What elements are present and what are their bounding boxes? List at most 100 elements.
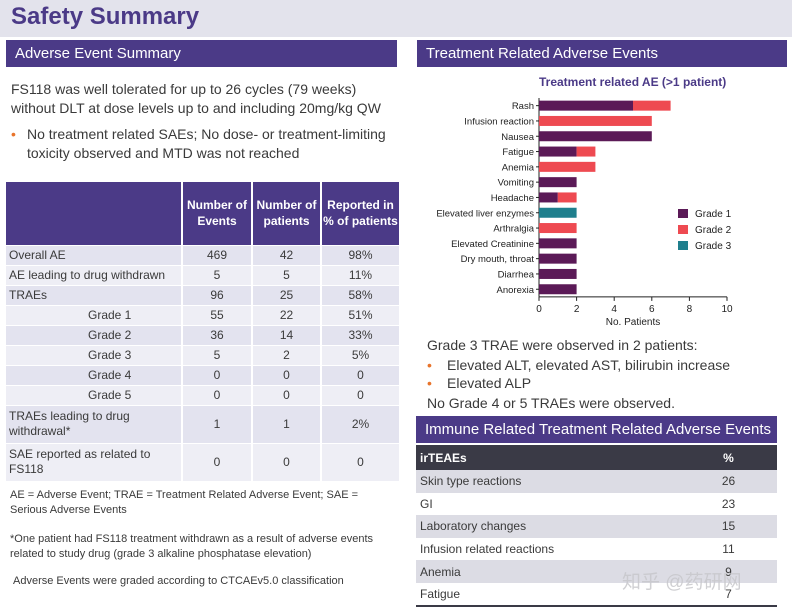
grade3-intro: Grade 3 TRAE were observed in 2 patients… xyxy=(427,337,698,353)
no-grade45-text: No Grade 4 or 5 TRAEs were observed. xyxy=(427,395,675,411)
ir-row-label: Laboratory changes xyxy=(416,515,676,538)
table-row: TRAEs leading to drug withdrawal* 1 1 2% xyxy=(6,404,399,443)
category-label: Anemia xyxy=(502,162,535,173)
row-patients: 0 xyxy=(251,384,321,405)
x-tick-label: 10 xyxy=(721,304,733,315)
bar-grade-2 xyxy=(539,223,577,234)
row-events: 0 xyxy=(181,384,252,405)
ir-row-label: Infusion related reactions xyxy=(416,537,676,561)
table-header-row: Number of Events Number of patients Repo… xyxy=(6,182,399,245)
row-patients: 14 xyxy=(251,324,321,345)
bar-grade-1 xyxy=(539,192,558,203)
ir-row-label: Fatigue xyxy=(416,582,676,606)
row-label: Grade 2 xyxy=(6,324,182,345)
row-events: 0 xyxy=(181,442,252,481)
category-label: Diarrhea xyxy=(498,269,535,280)
row-patients: 42 xyxy=(251,244,321,265)
intro-text: FS118 was well tolerated for up to 26 cy… xyxy=(11,81,381,116)
table-row: Laboratory changes 15 xyxy=(416,515,777,538)
table-row: GI 23 xyxy=(416,492,777,516)
grade3-bullet: • Elevated ALT, elevated AST, bilirubin … xyxy=(427,357,730,373)
row-patients: 25 xyxy=(251,284,321,305)
category-label: Dry mouth, throat xyxy=(461,254,535,265)
bullet-dot-icon: • xyxy=(427,375,432,391)
row-events: 0 xyxy=(181,364,252,385)
trae-bar-chart: Rash Infusion reaction Nausea Fatigue Anemia… xyxy=(436,98,733,328)
bar-grade-1 xyxy=(539,146,577,157)
ir-row-pct: 15 xyxy=(676,515,777,538)
table-row: AE leading to drug withdrawn 5 5 11% xyxy=(6,264,399,285)
bullet-text: Elevated ALT, elevated AST, bilirubin in… xyxy=(447,357,731,373)
table-row: Anemia 9 xyxy=(416,560,777,583)
table-row: TRAEs 96 25 58% xyxy=(6,284,399,305)
row-pct: 51% xyxy=(320,304,399,325)
table-row: Grade 2 36 14 33% xyxy=(6,324,399,345)
row-label: TRAEs xyxy=(6,284,182,305)
bar-grade-1 xyxy=(539,131,652,142)
row-events: 36 xyxy=(181,324,252,345)
adverse-event-summary-header: Adverse Event Summary xyxy=(6,40,397,67)
table-row: Overall AE 469 42 98% xyxy=(6,244,399,265)
table-row: SAE reported as related to FS118 0 0 0 xyxy=(6,442,399,481)
row-events: 1 xyxy=(181,404,252,443)
category-label: Arthralgia xyxy=(493,224,534,235)
category-label: Elevated Creatinine xyxy=(451,239,534,250)
ir-row-label: Skin type reactions xyxy=(416,470,676,493)
chart-title: Treatment related AE (>1 patient) xyxy=(539,75,727,89)
x-axis-title: No. Patients xyxy=(606,317,660,328)
title-bar: Safety Summary xyxy=(0,0,792,37)
row-patients: 0 xyxy=(251,442,321,481)
bar-grade-2 xyxy=(557,192,577,203)
row-pct: 58% xyxy=(320,284,399,305)
bar-grade-1 xyxy=(539,177,577,188)
row-events: 55 xyxy=(181,304,252,325)
row-patients: 5 xyxy=(251,264,321,285)
x-tick-label: 2 xyxy=(574,304,580,315)
table-row: Grade 5 0 0 0 xyxy=(6,384,399,405)
bar-grade-1 xyxy=(539,100,633,111)
row-label: Grade 3 xyxy=(6,344,182,365)
bar-grade-2 xyxy=(576,146,596,157)
ir-row-pct: 26 xyxy=(676,470,777,493)
row-pct: 5% xyxy=(320,344,399,365)
row-pct: 0 xyxy=(320,364,399,385)
table-row: Grade 3 5 2 5% xyxy=(6,344,399,365)
row-label: Grade 1 xyxy=(6,304,182,325)
table-header-cell: Reported in % of patients xyxy=(320,182,399,245)
category-label: Fatigue xyxy=(502,147,534,158)
ir-row-pct: 11 xyxy=(676,537,777,561)
ir-header-pct: % xyxy=(676,445,777,470)
bullet-no-saes: • No treatment related SAEs; No dose- or… xyxy=(11,125,391,163)
ir-header-row: irTEAEs % xyxy=(416,445,777,470)
row-events: 469 xyxy=(181,244,252,265)
bar-grade-2 xyxy=(539,115,652,126)
ir-row-pct: 7 xyxy=(676,582,777,606)
footnote-abbreviations: AE = Adverse Event; TRAE = Treatment Rel… xyxy=(10,489,359,516)
row-label: SAE reported as related to FS118 xyxy=(6,442,182,481)
bullet-dot-icon: • xyxy=(11,126,16,142)
irteae-table: irTEAEs % Skin type reactions 26 GI 23 L… xyxy=(416,445,777,607)
x-tick-label: 0 xyxy=(536,304,542,315)
row-patients: 1 xyxy=(251,404,321,443)
legend-label: Grade 1 xyxy=(695,209,732,220)
table-row: Grade 1 55 22 51% xyxy=(6,304,399,325)
bar-grade-3 xyxy=(539,207,577,218)
bullet-text: Elevated ALP xyxy=(447,375,532,391)
row-events: 96 xyxy=(181,284,252,305)
row-label: TRAEs leading to drug withdrawal* xyxy=(6,404,182,443)
row-label: AE leading to drug withdrawn xyxy=(6,264,182,285)
bar-grade-1 xyxy=(539,268,577,279)
table-row: Infusion related reactions 11 xyxy=(416,537,777,561)
row-pct: 33% xyxy=(320,324,399,345)
row-label: Overall AE xyxy=(6,244,182,265)
bar-grade-1 xyxy=(539,253,577,264)
adverse-event-table: Number of Events Number of patients Repo… xyxy=(6,182,399,481)
footnote-ctcae: Adverse Events were graded according to … xyxy=(13,575,344,587)
row-pct: 11% xyxy=(320,264,399,285)
legend-label: Grade 2 xyxy=(695,225,732,236)
footnote-withdrawal: *One patient had FS118 treatment withdra… xyxy=(10,533,373,560)
treatment-related-ae-header: Treatment Related Adverse Events xyxy=(417,40,787,67)
category-label: Headache xyxy=(491,193,534,204)
legend-label: Grade 3 xyxy=(695,241,732,252)
row-events: 5 xyxy=(181,344,252,365)
